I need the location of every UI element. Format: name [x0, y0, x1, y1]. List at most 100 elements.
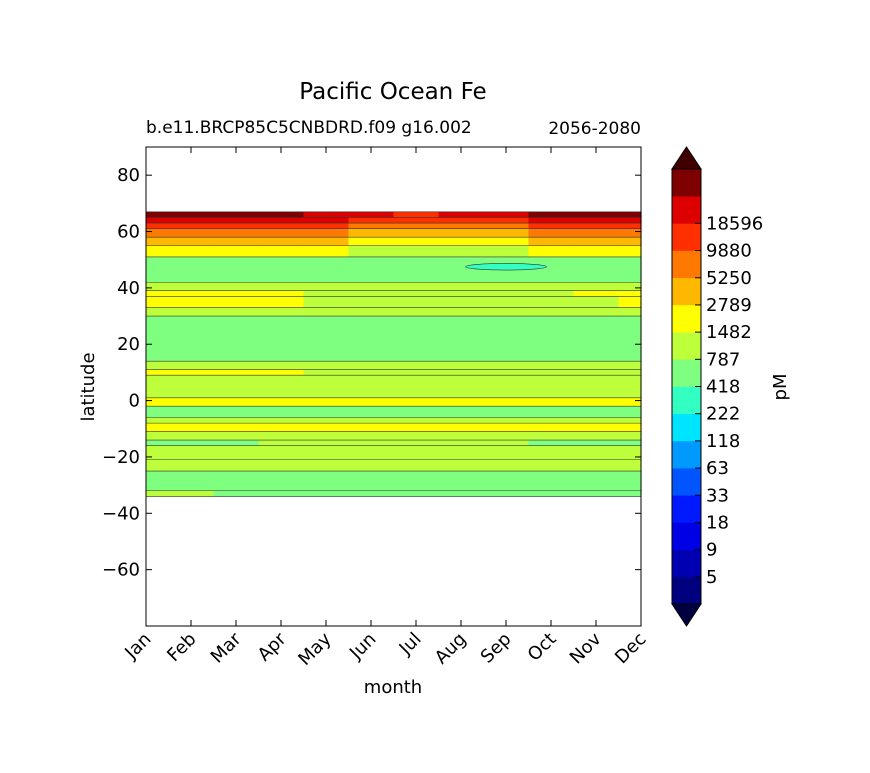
x-tick-label: Oct — [524, 629, 561, 666]
contour-cell — [146, 431, 170, 441]
contour-cell — [146, 459, 170, 472]
contour-cell — [168, 211, 215, 218]
contour-cell — [573, 417, 620, 424]
contour-cell — [168, 397, 215, 407]
contour-cell — [573, 361, 620, 370]
contour-cell — [213, 369, 260, 376]
x-tick-label: Jun — [345, 629, 380, 664]
contour-cell — [438, 369, 485, 376]
contour-cell — [618, 459, 642, 472]
contour-cell — [146, 406, 170, 418]
contour-cell — [146, 228, 170, 238]
contour-cell — [258, 211, 305, 218]
contour-cell — [213, 417, 260, 424]
contour-cell — [146, 290, 170, 297]
x-tick-label: Jul — [395, 629, 426, 660]
contour-cell — [168, 237, 215, 247]
contour-cell — [303, 397, 350, 407]
contour-cell — [393, 256, 440, 283]
contour-cell — [168, 417, 215, 424]
contour-cell — [303, 211, 350, 218]
contour-cell — [258, 397, 305, 407]
contour-cell — [483, 228, 530, 238]
contour-cell — [573, 431, 620, 441]
plot-frame — [145, 146, 642, 627]
x-tick-label: Nov — [566, 628, 606, 668]
chart-subtitle-right: 2056-2080 — [548, 119, 641, 139]
y-tick-label: 20 — [117, 334, 140, 355]
x-axis-label: month — [364, 677, 422, 698]
contour-cell — [303, 223, 350, 230]
contour-cell — [483, 423, 530, 432]
contour-cell — [393, 211, 440, 218]
contour-cell — [393, 282, 440, 292]
contour-cell — [258, 256, 305, 283]
colorbar-segment — [672, 169, 701, 197]
contour-cell — [483, 490, 530, 497]
contour-cell — [618, 223, 642, 230]
contour-cell — [438, 307, 485, 317]
contour-cell — [146, 217, 170, 224]
contour-cell — [213, 307, 260, 317]
contour-cell — [483, 440, 530, 447]
contour-cell — [168, 375, 215, 399]
colorbar-segment — [672, 332, 701, 360]
contour-cell — [483, 316, 530, 362]
contour-cell — [438, 445, 485, 461]
contour-cell — [573, 282, 620, 292]
contour-cell — [483, 217, 530, 224]
contour-cell — [258, 296, 305, 309]
contour-cell — [213, 375, 260, 399]
x-tick-label: Apr — [254, 628, 291, 665]
contour-cell — [573, 290, 620, 297]
contour-cell — [393, 459, 440, 472]
contour-cell — [528, 228, 575, 238]
contour-cell — [573, 397, 620, 407]
contour-cell — [528, 369, 575, 376]
contour-cell — [438, 237, 485, 247]
colorbar-tick-label: 2789 — [706, 295, 752, 316]
contour-cell — [573, 316, 620, 362]
contour-cell — [618, 307, 642, 317]
y-axis: 80 60 40 20 0 −20 −40 −60 — [102, 165, 641, 581]
contour-cell — [618, 397, 642, 407]
contour-cell — [393, 375, 440, 399]
contour-cell — [348, 217, 395, 224]
contour-cell — [213, 490, 260, 497]
contour-cell — [258, 471, 305, 492]
contour-cell — [573, 307, 620, 317]
contour-cell — [168, 223, 215, 230]
colorbar-segment — [672, 250, 701, 279]
contour-cell — [528, 459, 575, 472]
contour-cell — [348, 471, 395, 492]
contour-cell — [528, 440, 575, 447]
contour-cell — [168, 256, 215, 283]
contour-cell — [146, 361, 170, 370]
x-tick-label: Jan — [120, 629, 155, 664]
contour-cell — [168, 423, 215, 432]
contour-cell — [168, 316, 215, 362]
contour-cell — [213, 237, 260, 247]
contour-cell — [258, 369, 305, 376]
contour-cell — [438, 228, 485, 238]
contour-cell — [393, 290, 440, 297]
contour-cell — [348, 431, 395, 441]
contour-cell — [528, 445, 575, 461]
colorbar-segment — [672, 549, 701, 578]
contour-cell — [348, 228, 395, 238]
contour-cell — [258, 282, 305, 292]
contour-cell — [146, 375, 170, 399]
contour-cell — [528, 223, 575, 230]
contour-cell — [303, 445, 350, 461]
contour-cell — [168, 459, 215, 472]
contour-cell — [438, 290, 485, 297]
contour-cell — [303, 406, 350, 418]
contour-cell — [258, 445, 305, 461]
contour-cell — [213, 211, 260, 218]
contour-cell — [146, 369, 170, 376]
contour-cell — [146, 471, 170, 492]
contour-cell — [528, 296, 575, 309]
contour-cell — [213, 397, 260, 407]
contour-cell — [528, 237, 575, 247]
x-tick-label: Aug — [431, 629, 471, 669]
